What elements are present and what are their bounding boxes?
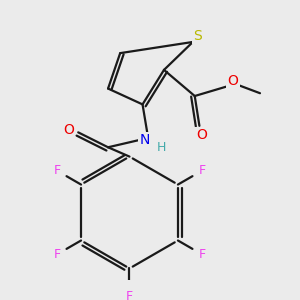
Text: S: S bbox=[193, 29, 202, 44]
Text: N: N bbox=[139, 133, 150, 147]
Text: O: O bbox=[227, 74, 239, 88]
Text: O: O bbox=[196, 128, 207, 142]
Text: H: H bbox=[157, 141, 166, 154]
Text: F: F bbox=[199, 248, 206, 261]
Text: F: F bbox=[126, 290, 133, 300]
Text: F: F bbox=[53, 164, 60, 177]
Text: F: F bbox=[199, 164, 206, 177]
Text: F: F bbox=[53, 248, 60, 261]
Text: O: O bbox=[64, 123, 74, 136]
